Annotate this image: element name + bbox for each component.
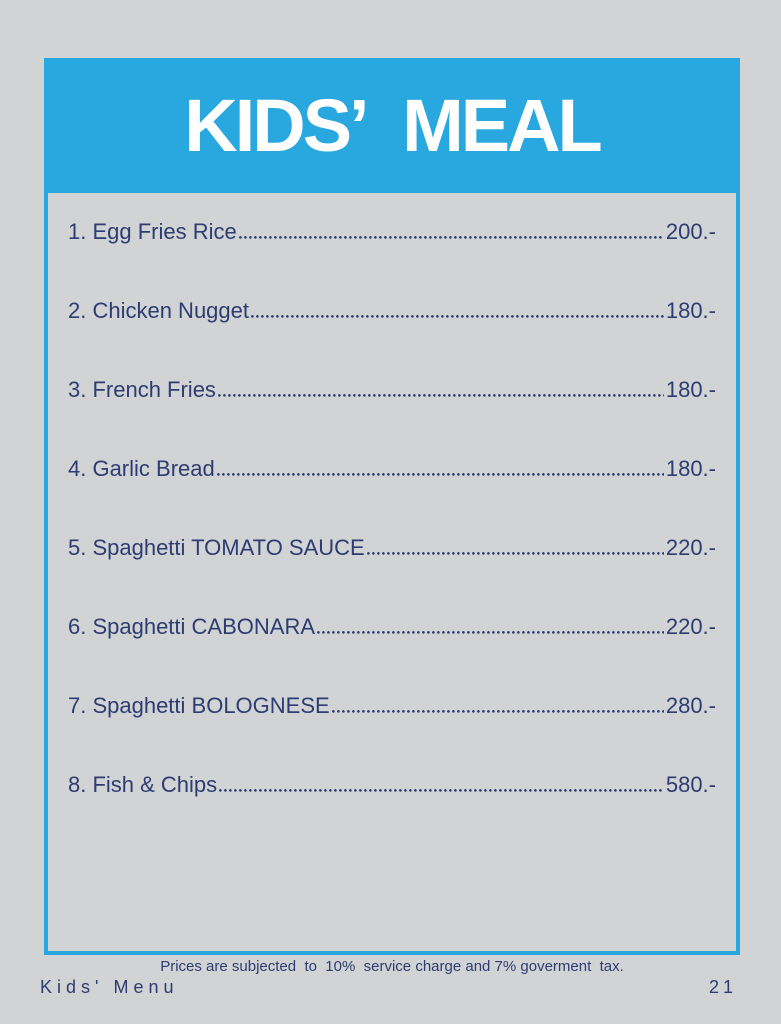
- menu-item-price: 180.-: [665, 298, 716, 323]
- footer-page-number: 21: [708, 977, 737, 997]
- menu-item-label: 4. Garlic Bread: [68, 456, 215, 481]
- menu-item-row: 4. Garlic Bread 180.-: [68, 456, 716, 535]
- dotted-leader: [317, 631, 664, 634]
- dotted-leader: [331, 710, 664, 713]
- menu-item-label: 1. Egg Fries Rice: [68, 219, 237, 244]
- menu-card-header: KIDS’ MEAL: [44, 58, 740, 193]
- dotted-leader: [216, 473, 664, 476]
- menu-card: KIDS’ MEAL 1. Egg Fries Rice 200.- 2. Ch…: [44, 58, 740, 955]
- menu-item-row: 6. Spaghetti CABONARA 220.-: [68, 614, 716, 693]
- page-footer: Kids' Menu 21: [40, 977, 737, 998]
- footer-menu-name: Kids' Menu: [40, 977, 179, 997]
- menu-item-row: 5. Spaghetti TOMATO SAUCE 220.-: [68, 535, 716, 614]
- menu-item-price: 580.-: [665, 772, 716, 797]
- menu-item-price: 220.-: [665, 614, 716, 639]
- menu-item-price: 280.-: [665, 693, 716, 718]
- menu-item-price: 200.-: [665, 219, 716, 244]
- menu-item-row: 7. Spaghetti BOLOGNESE 280.-: [68, 693, 716, 772]
- menu-item-label: 2. Chicken Nugget: [68, 298, 249, 323]
- tax-notice: Prices are subjected to 10% service char…: [160, 958, 624, 975]
- dotted-leader: [217, 394, 664, 397]
- menu-item-row: 1. Egg Fries Rice 200.-: [68, 219, 716, 298]
- page-title: KIDS’ MEAL: [184, 83, 602, 167]
- menu-item-price: 180.-: [665, 456, 716, 481]
- menu-item-label: 3. French Fries: [68, 377, 216, 402]
- menu-item-label: 5. Spaghetti TOMATO SAUCE: [68, 535, 365, 560]
- menu-item-label: 8. Fish & Chips: [68, 772, 218, 797]
- menu-item-price: 180.-: [665, 377, 716, 402]
- dotted-leader: [238, 236, 664, 239]
- menu-item-price: 220.-: [665, 535, 716, 560]
- menu-item-label: 6. Spaghetti CABONARA: [68, 614, 316, 639]
- menu-item-row: 8. Fish & Chips 580.-: [68, 772, 716, 851]
- dotted-leader: [366, 552, 664, 555]
- menu-item-row: 3. French Fries 180.-: [68, 377, 716, 456]
- menu-item-row: 2. Chicken Nugget 180.-: [68, 298, 716, 377]
- menu-item-label: 7. Spaghetti BOLOGNESE: [68, 693, 330, 718]
- dotted-leader: [219, 789, 664, 792]
- menu-item-list: 1. Egg Fries Rice 200.- 2. Chicken Nugge…: [44, 193, 740, 955]
- dotted-leader: [251, 315, 664, 318]
